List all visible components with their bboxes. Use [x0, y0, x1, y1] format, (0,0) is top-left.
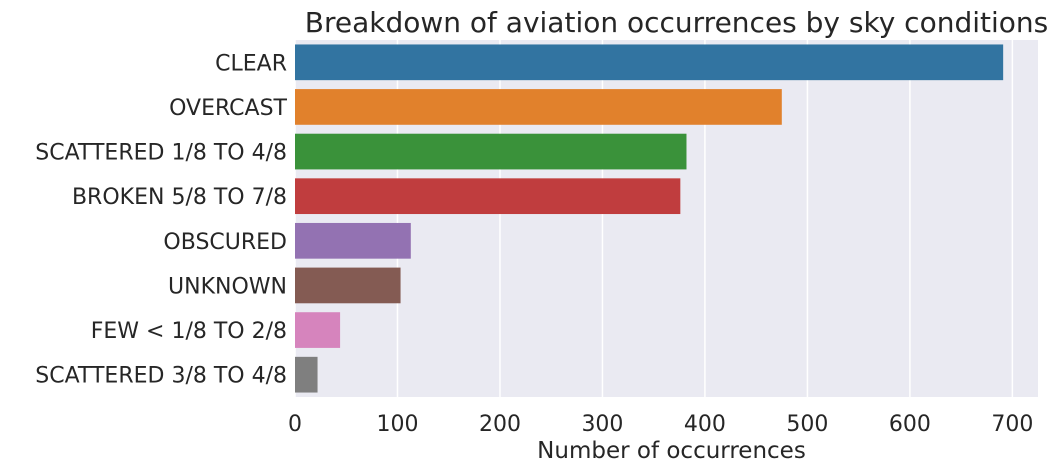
x-tick-label: 700 [991, 412, 1033, 437]
bar-broken-5-8-to-7-8 [295, 178, 681, 215]
chart-title: Breakdown of aviation occurrences by sky… [305, 6, 1048, 39]
bars [295, 44, 1004, 393]
bar-scattered-1-8-to-4-8 [295, 133, 687, 170]
bar-clear [295, 44, 1004, 81]
x-tick-label: 100 [376, 412, 418, 437]
bar-scattered-3-8-to-4-8 [295, 356, 318, 393]
category-label: SCATTERED 1/8 TO 4/8 [35, 141, 287, 166]
category-label: UNKNOWN [168, 274, 287, 299]
x-axis-label: Number of occurrences [537, 438, 806, 464]
bar-overcast [295, 89, 782, 125]
category-label: SCATTERED 3/8 TO 4/8 [35, 364, 287, 389]
x-tick-label: 0 [288, 412, 302, 437]
x-tick-labels: 0 100 200 300 400 500 600 700 [288, 412, 1033, 437]
x-tick-label: 400 [684, 412, 726, 437]
category-label: OBSCURED [163, 230, 287, 255]
x-tick-label: 200 [479, 412, 521, 437]
x-tick-label: 600 [889, 412, 931, 437]
category-label: BROKEN 5/8 TO 7/8 [72, 185, 287, 210]
bar-unknown [295, 267, 401, 304]
category-label: OVERCAST [169, 96, 287, 121]
category-label: FEW < 1/8 TO 2/8 [91, 319, 287, 344]
bar-few-1-8-to-2-8 [295, 312, 341, 348]
category-label: CLEAR [215, 51, 287, 76]
x-tick-label: 500 [786, 412, 828, 437]
bar-obscured [295, 222, 411, 259]
category-labels: CLEAR OVERCAST SCATTERED 1/8 TO 4/8 BROKEN … [35, 51, 287, 388]
x-tick-label: 300 [581, 412, 623, 437]
